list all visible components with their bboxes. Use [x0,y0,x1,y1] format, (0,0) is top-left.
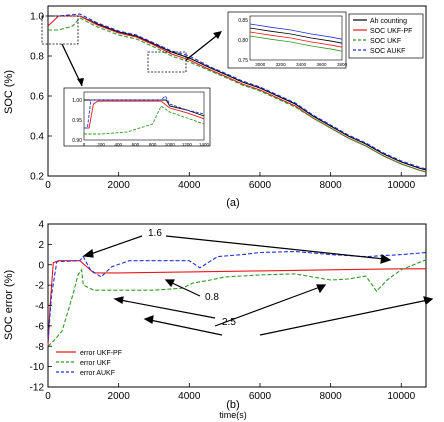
y-tick-label: -6 [35,321,44,332]
panel-b-caption: (b) [226,399,239,411]
x-tick-label: 10000 [387,391,415,402]
inset-1-x-tick-label: 1000 [165,142,176,147]
inset-1-y-tick-label: 0.95 [72,118,82,124]
inset-1-line [84,100,205,129]
legend-err-ukf: error UKF [80,360,111,367]
legend-err-ukfpf: error UKF-PF [80,350,122,357]
x-tick-label: 0 [45,391,51,402]
panel-a-caption: (a) [226,197,239,209]
x-tick-label: 8000 [319,180,342,191]
x-tick-label: 6000 [249,180,272,191]
y-tick-label: 0 [38,260,44,271]
y-tick-label: 0.2 [30,172,44,183]
y-tick-label: -8 [35,342,44,353]
panel-b-ylabel: SOC error (%) [3,270,15,340]
y-tick-label: -4 [35,301,44,312]
legend-err-aukf: error AUKF [80,370,115,377]
x-tick-label: 0 [45,180,51,191]
inset-1-line [84,105,205,135]
inset-2-line [249,23,343,40]
series-line-error-ukf-pf [47,260,426,347]
inset-2-y-tick-label: 0.80 [238,38,248,44]
inset-1-y-tick-label: 0.90 [72,138,82,144]
y-tick-label: 0.6 [30,92,44,103]
panel-a-ylabel: SOC (%) [3,70,15,114]
annotation-1-6: 1.6 [148,228,162,239]
inset-2-x-tick-label: 3800 [337,62,348,67]
legend-aukf: SOC AUKF [370,48,405,55]
inset-2-x-tick-label: 3400 [296,62,307,67]
zoom-box-mid [147,51,187,73]
inset-2-line [249,35,343,52]
inset-1-x-tick-label: 0 [83,142,86,147]
inset-1-x-tick-label: 1200 [182,142,193,147]
inset-start: 0 200 400 600 800 1000 1200 1400 0.90 0.95 1.00 [63,87,211,147]
inset-2-frame [249,15,343,61]
series-line-soc-aukf [48,13,427,170]
series-line-ah-counting [48,15,427,171]
inset-1-x-tick-label: 400 [115,142,123,147]
x-tick-label: 4000 [178,180,201,191]
y-tick-label: 0.8 [30,52,44,63]
x-tick-label: 2000 [108,391,131,402]
inset-1-x-tick-label: 800 [149,142,157,147]
inset-2-y-tick-label: 0.85 [238,18,248,24]
zoom-box-start [41,15,79,45]
inset-2-x-tick-label: 3000 [255,62,266,67]
panel-a-frame [47,5,427,177]
inset-2-y-tick-label: 0.75 [238,58,248,64]
inset-1-line [84,95,205,129]
panel-a-legend: Ah counting SOC UKF-PF SOC UKF SOC AUKF [348,13,424,59]
inset-1-x-tick-label: 200 [97,142,105,147]
legend-ah: Ah counting [370,18,407,25]
panel-b-legend: error UKF-PF error UKF error AUKF [56,350,122,377]
inset-2-x-tick-label: 3600 [317,62,328,67]
y-tick-label: 1.0 [30,12,44,23]
x-tick-label: 6000 [249,391,272,402]
x-tick-label: 10000 [387,180,415,191]
panel-b-xlabel: time(s) [219,410,247,420]
y-tick-label: 4 [38,220,44,231]
series-line-error-aukf [47,250,427,342]
inset-mid: 3000 3200 3400 3600 3800 0.75 0.80 0.85 [227,11,348,69]
y-tick-label: -2 [35,281,44,292]
inset-1-y-tick-label: 1.00 [72,98,82,104]
x-tick-label: 2000 [108,180,131,191]
x-tick-label: 4000 [178,391,201,402]
inset-2-x-tick-label: 3200 [276,62,287,67]
annotation-2-5: 2.5 [222,317,236,328]
y-tick-label: 0.4 [30,132,44,143]
inset-2-line [249,27,343,44]
panel-b: 0 2000 4000 6000 8000 10000420-2-4-6-8-10-12 … [3,220,434,420]
y-tick-label: 2 [38,240,44,251]
zoom-arrow-2 [185,32,221,61]
inset-2-line [249,31,343,48]
annotation-arrows [82,235,434,336]
inset-1-x-tick-label: 1400 [199,142,210,147]
x-tick-label: 8000 [319,391,342,402]
y-tick-label: -12 [30,383,45,394]
legend-ukf: SOC UKF [370,38,401,45]
inset-1-x-tick-label: 600 [132,142,140,147]
y-tick-label: -10 [30,362,45,373]
series-line-error-ukf [47,259,427,347]
legend-ukfpf: SOC UKF-PF [370,28,412,35]
annotation-0-8: 0.8 [205,292,219,303]
